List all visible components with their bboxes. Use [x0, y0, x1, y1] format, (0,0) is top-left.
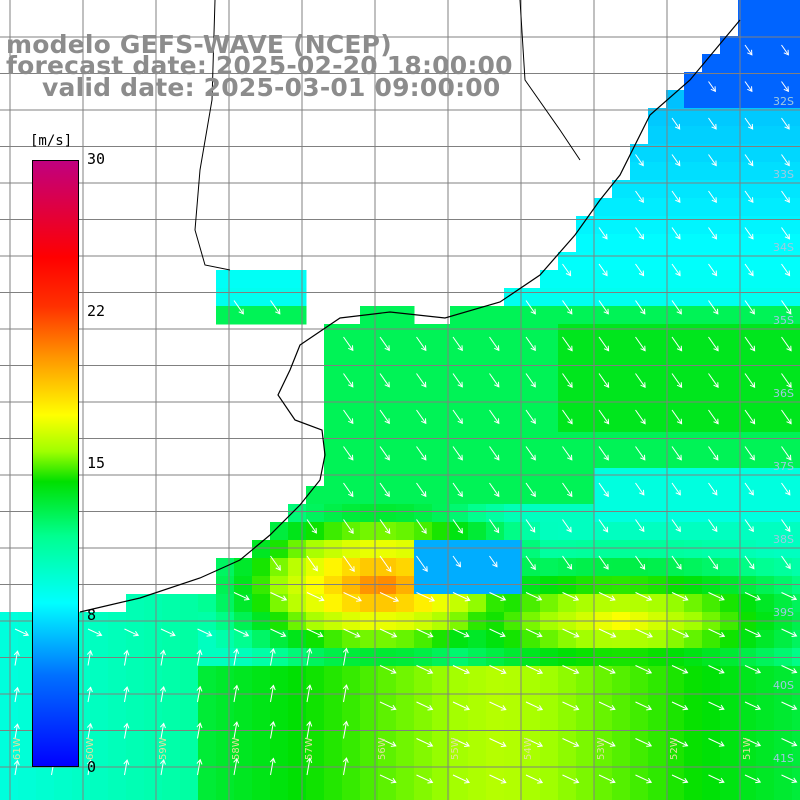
colorbar-tick: 15	[87, 454, 106, 472]
colorbar-unit: [m/s]	[30, 133, 73, 149]
lon-label: 53W	[596, 737, 607, 760]
lat-label: 34S	[773, 241, 794, 254]
lat-label: 35S	[773, 314, 794, 327]
lon-label: 52W	[669, 737, 680, 760]
lon-label: 60W	[85, 737, 96, 760]
valid-date: valid date: 2025-03-01 09:00:00	[42, 73, 501, 102]
lat-label: 33S	[773, 168, 794, 181]
colorbar-tick: 30	[87, 150, 106, 168]
model-title: modelo GEFS-WAVE (NCEP)	[6, 30, 392, 59]
lat-label: 36S	[773, 387, 794, 400]
lat-label: 39S	[773, 606, 794, 619]
lat-label: 37S	[773, 460, 794, 473]
lat-label: 41S	[773, 752, 794, 765]
colorbar-tick: 0	[87, 758, 97, 776]
lon-label: 58W	[231, 737, 242, 760]
lon-label: 57W	[304, 737, 315, 760]
lon-label: 55W	[450, 737, 461, 760]
lat-label: 38S	[773, 533, 794, 546]
colorbar	[32, 160, 79, 767]
wind-vectors	[13, 44, 798, 784]
lon-label: 61W	[12, 737, 23, 760]
lon-label: 59W	[158, 737, 169, 760]
lon-label: 56W	[377, 737, 388, 760]
lon-label: 51W	[742, 737, 753, 760]
colorbar-tick: 22	[87, 302, 106, 320]
coastline	[79, 0, 741, 613]
lon-label: 54W	[523, 737, 534, 760]
lat-label: 32S	[773, 95, 794, 108]
lat-label: 40S	[773, 679, 794, 692]
forecast-date: forecast date: 2025-02-20 18:00:00	[6, 51, 513, 80]
colorbar-tick: 8	[87, 606, 97, 624]
